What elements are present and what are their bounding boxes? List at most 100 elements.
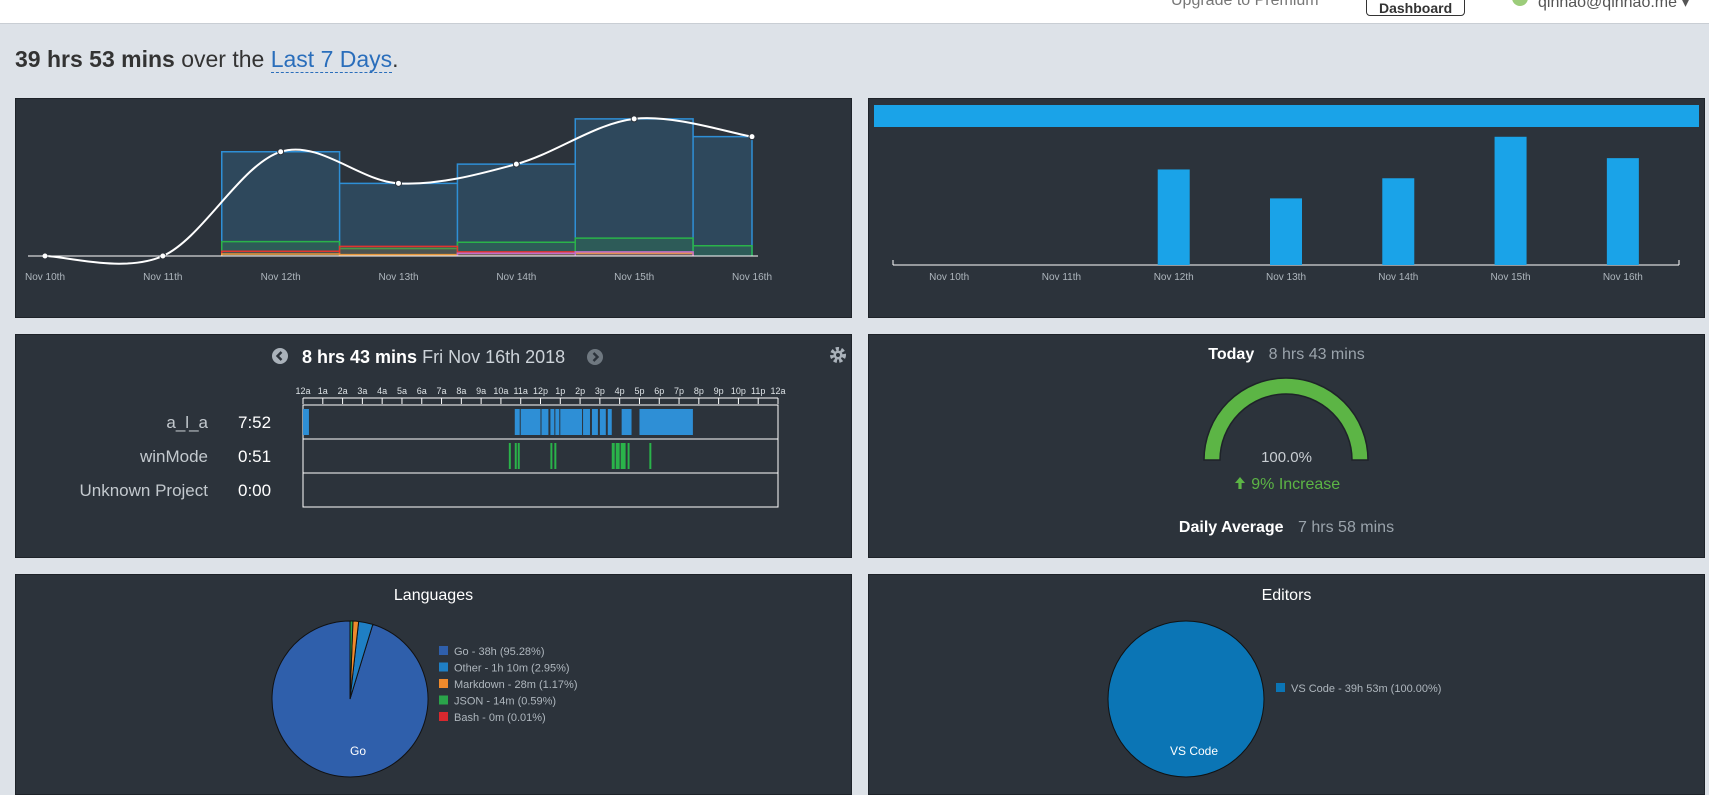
editors-pie-chart: VS Code VS Code - 39h 53m (100.00%) [1107, 620, 1441, 778]
timeline-row-1 [302, 438, 779, 474]
languages-title: Languages [393, 587, 474, 604]
legend-label-1: Other - 1h 10m (2.95%) [454, 663, 570, 675]
x-tick-label-4: Nov 14th [1378, 272, 1418, 283]
hour-label-18: 6p [654, 386, 664, 396]
dashboard-button[interactable]: Dashboard [1366, 0, 1466, 16]
top-navbar: Upgrade to Premium Dashboard qinhao@qinh… [0, 0, 1709, 24]
headline-period: . [392, 46, 399, 72]
legend-swatch-0 [439, 646, 448, 655]
languages-pie-chart: Go Go - 38h (95.28%) Other - 1h 10m (2.95%… [271, 620, 578, 778]
user-avatar-icon[interactable] [1508, 0, 1532, 12]
hour-label-0: 12a [295, 386, 310, 396]
x-tick-label-0: Nov 10th [929, 272, 969, 283]
hour-label-16: 4p [615, 386, 625, 396]
total-point-6 [748, 133, 756, 141]
total-point-5 [630, 115, 638, 123]
gauge-arc [1203, 377, 1369, 461]
hour-label-10: 10a [493, 386, 508, 396]
total-point-3 [395, 179, 402, 187]
goal-gauge [1203, 377, 1369, 461]
x-tick-label-5: Nov 15th [1491, 272, 1531, 283]
top-bar [874, 105, 1699, 127]
bar-3 [1270, 198, 1302, 265]
hour-label-20: 8p [694, 386, 704, 396]
today-value: 8 hrs 43 mins [1268, 346, 1365, 363]
hour-label-19: 7p [674, 386, 684, 396]
activity-segment-0-6 [560, 409, 583, 435]
user-email: qinhao@qinhao.me [1538, 0, 1678, 11]
activity-segment-0-0 [303, 409, 309, 435]
daily-goal-panel: Today 8 hrs 43 mins 100.0% 9% Increase D… [868, 334, 1705, 558]
activity-segment-0-12 [639, 409, 693, 435]
hour-label-9: 9a [476, 386, 486, 396]
activity-segment-0-8 [591, 409, 598, 435]
x-tick-label-2: Nov 12th [261, 272, 301, 283]
coding-activity-panel: Nov 10th Nov 11th Nov 12th Nov 13th Nov 14th… [15, 98, 852, 318]
project-time-0: 7:52 [238, 413, 271, 432]
headline-text: over the [181, 46, 265, 72]
activity-segment-0-9 [599, 409, 606, 435]
bar-4 [1382, 178, 1415, 265]
hour-label-11: 11a [514, 386, 528, 396]
activity-segment-1-0 [508, 443, 511, 469]
summary-headline: 39 hrs 53 mins over the Last 7 Days. [15, 46, 399, 73]
total-time: 39 hrs 53 mins [15, 46, 175, 72]
hour-label-4: 4a [377, 386, 387, 396]
date-range-link[interactable]: Last 7 Days [270, 46, 393, 73]
coding-activity-chart: Nov 10th Nov 11th Nov 12th Nov 13th Nov 14th… [25, 115, 772, 283]
activity-segment-0-10 [607, 409, 612, 435]
legend-label-0: Go - 38h (95.28%) [454, 646, 545, 658]
activity-segment-1-5 [611, 443, 615, 469]
average-label: Daily Average [1178, 519, 1284, 536]
hour-label-1: 1a [318, 386, 328, 396]
day-title: 8 hrs 43 mins Fri Nov 16th 2018 [302, 347, 565, 368]
activity-segment-1-1 [514, 443, 517, 469]
project-time-1: 0:51 [238, 447, 271, 466]
activity-segment-0-4 [550, 409, 555, 435]
legend-swatch-3 [439, 695, 448, 705]
x-tick-label-3: Nov 13th [378, 272, 418, 283]
timeline-row-2 [302, 472, 779, 508]
hour-label-22: 10p [731, 386, 746, 396]
activity-segment-0-2 [520, 409, 541, 435]
change-row: 9% Increase [869, 476, 1704, 494]
next-day-icon[interactable] [586, 348, 604, 366]
legend-label-2: Markdown - 28m (1.17%) [454, 679, 578, 691]
project-time-2: 0:00 [238, 481, 271, 500]
hour-label-13: 1p [555, 386, 565, 396]
x-tick-label-1: Nov 11th [143, 272, 182, 283]
project-name-2: Unknown Project [79, 481, 208, 500]
legend-swatch-0 [1276, 683, 1285, 692]
hour-label-14: 2p [575, 386, 585, 396]
project-name-0: a_l_a [166, 413, 208, 432]
settings-gear-icon[interactable] [828, 345, 848, 365]
legend-label-4: Bash - 0m (0.01%) [454, 712, 546, 724]
daily-bars-panel: Nov 10th Nov 11th Nov 12th Nov 13th Nov 14th… [868, 98, 1705, 318]
user-menu[interactable]: qinhao@qinhao.me ▾ [1538, 0, 1690, 12]
hour-label-6: 6a [417, 386, 427, 396]
activity-segment-1-9 [649, 443, 652, 469]
day-timeline-panel: 8 hrs 43 mins Fri Nov 16th 2018 12a 1a 2a 3… [15, 334, 852, 558]
x-tick-label-6: Nov 16th [732, 272, 772, 283]
activity-segment-1-2 [517, 443, 520, 469]
hour-label-3: 3a [357, 386, 367, 396]
legend-swatch-4 [439, 712, 448, 721]
activity-segment-0-3 [541, 409, 549, 435]
daily-bars-chart: Nov 10th Nov 11th Nov 12th Nov 13th Nov 14th… [874, 105, 1699, 283]
x-tick-label-1: Nov 11th [1042, 272, 1081, 283]
previous-day-icon[interactable] [271, 347, 289, 365]
x-tick-label-2: Nov 12th [1154, 272, 1194, 283]
bar-6 [1606, 158, 1639, 265]
hour-label-17: 5p [634, 386, 644, 396]
languages-panel: Languages Go Go - 38h (95.28%) Other - 1h … [15, 574, 852, 795]
legend-label-0: VS Code - 39h 53m (100.00%) [1291, 683, 1441, 695]
hour-label-23: 11p [751, 386, 765, 396]
editors-panel: Editors VS Code VS Code - 39h 53m (100.00… [868, 574, 1705, 795]
upgrade-link[interactable]: Upgrade to Premium [1171, 0, 1319, 9]
legend-swatch-1 [439, 662, 448, 672]
total-area [45, 118, 752, 256]
total-point-4 [512, 160, 520, 168]
total-point-2 [277, 148, 285, 156]
editors-title: Editors [1261, 587, 1312, 604]
x-tick-label-4: Nov 14th [496, 272, 536, 283]
